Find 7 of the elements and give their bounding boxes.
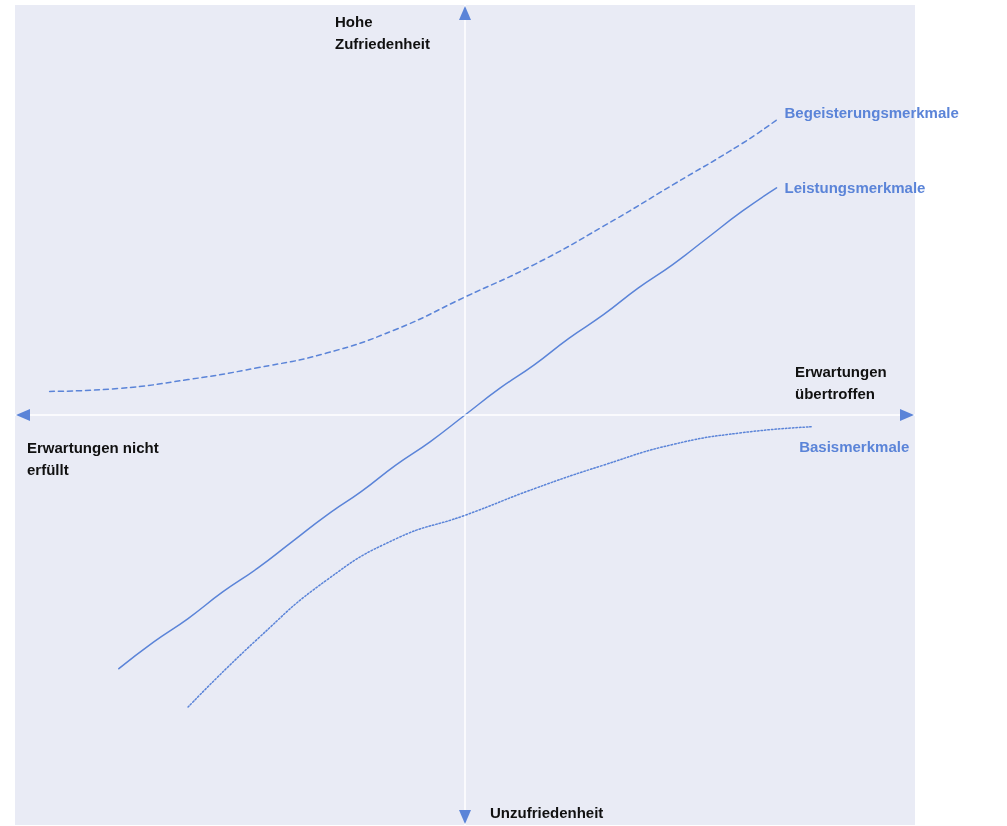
series-label: Leistungsmerkmale — [784, 179, 926, 197]
annotation: Erwartungen nicht erfüllt — [27, 438, 163, 478]
text: Unzufriedenheit — [490, 803, 604, 821]
y-axis-title: Hohe Zufriedenheit — [335, 12, 431, 52]
x-axis-title: Erwartungen übertroffen — [795, 362, 891, 402]
series-label: Begeisterungsmerkmale — [784, 103, 959, 121]
legend-label: Basismerkmale — [799, 438, 910, 456]
